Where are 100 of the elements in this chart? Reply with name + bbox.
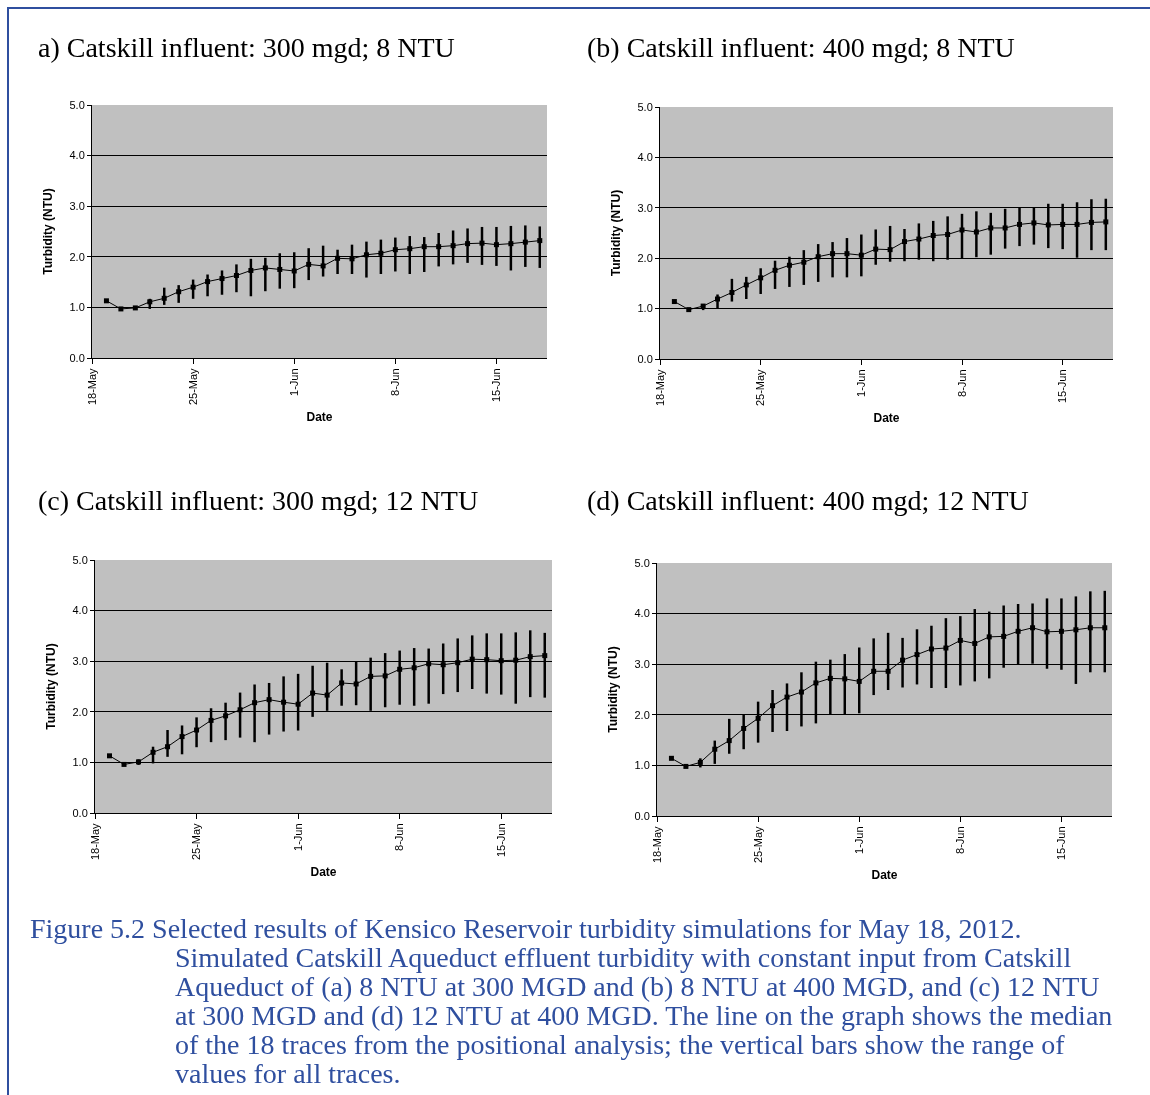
chart-title: (d) Catskill influent: 400 mgd; 12 NTU bbox=[587, 485, 1029, 517]
point bbox=[335, 255, 341, 261]
point bbox=[219, 276, 225, 282]
point bbox=[813, 680, 819, 686]
point bbox=[928, 646, 934, 652]
x-tick-label: 1-Jun bbox=[854, 369, 867, 397]
point bbox=[498, 658, 504, 664]
x-tick-label: 25-May bbox=[754, 368, 767, 407]
point bbox=[349, 256, 355, 262]
chart-title: (b) Catskill influent: 400 mgd; 8 NTU bbox=[587, 32, 1015, 64]
y-tick-label: 0.0 bbox=[637, 352, 653, 365]
y-tick-label: 2.0 bbox=[637, 252, 653, 265]
y-tick-label: 1.0 bbox=[634, 759, 650, 772]
point bbox=[945, 232, 951, 238]
point bbox=[382, 673, 388, 679]
x-tick-label: 8-Jun bbox=[955, 369, 968, 397]
point bbox=[973, 229, 979, 235]
x-tick-label: 15-Jun bbox=[490, 368, 503, 403]
chart-title: (c) Catskill influent: 300 mgd; 12 NTU bbox=[38, 485, 479, 517]
x-tick-label: 25-May bbox=[190, 822, 203, 861]
point bbox=[784, 694, 790, 700]
y-tick-label: 1.0 bbox=[69, 301, 85, 314]
point bbox=[469, 656, 475, 662]
x-axis-title: Date bbox=[310, 864, 337, 879]
x-tick-label: 18-May bbox=[85, 367, 98, 406]
point bbox=[1087, 625, 1093, 631]
point bbox=[1031, 220, 1037, 226]
y-tick-label: 4.0 bbox=[72, 604, 88, 617]
point bbox=[479, 240, 485, 246]
point bbox=[248, 267, 254, 273]
point bbox=[522, 239, 528, 245]
point bbox=[1088, 219, 1094, 225]
point bbox=[916, 236, 922, 242]
point bbox=[726, 738, 732, 744]
point bbox=[161, 295, 167, 301]
point bbox=[465, 241, 471, 247]
point bbox=[291, 268, 297, 274]
point bbox=[871, 668, 877, 674]
point bbox=[179, 734, 185, 740]
x-tick-label: 15-Jun bbox=[1056, 369, 1069, 404]
point bbox=[397, 666, 403, 672]
y-tick-label: 5.0 bbox=[634, 556, 650, 569]
point bbox=[887, 247, 893, 253]
point bbox=[930, 233, 936, 239]
caption: Figure 5.2 Selected results of Kensico Reservoir turbidity simulations for May 18, 2012. Simulated Catskill Aqueduct effluent turbidity with constant input from Catskill Aqueduct of (a) 8 NTU at 300 MGD and (b) 8 NTU at 400 MGD, and (c) 12 NTU at 300 MGD and (d) 12 NTU at 400 MGD. The line on the graph shows the median of the 18 traces from the positional analysis; the vertical bars show the range of values for all traces. bbox=[30, 913, 1114, 1089]
x-axis-title: Date bbox=[873, 410, 900, 425]
point bbox=[411, 665, 417, 671]
point bbox=[1058, 628, 1064, 634]
point bbox=[223, 713, 229, 719]
point bbox=[729, 289, 735, 295]
y-tick-label: 0.0 bbox=[72, 806, 88, 819]
point bbox=[392, 247, 398, 253]
y-tick-label: 4.0 bbox=[634, 607, 650, 620]
x-tick-label: 8-Jun bbox=[393, 823, 406, 851]
x-tick-label: 15-Jun bbox=[494, 823, 507, 858]
y-axis-title: Turbidity (NTU) bbox=[605, 646, 620, 733]
y-tick-label: 0.0 bbox=[634, 809, 650, 822]
point bbox=[277, 266, 283, 272]
point bbox=[306, 261, 312, 267]
point bbox=[237, 707, 243, 713]
point bbox=[339, 680, 345, 686]
point bbox=[1002, 225, 1008, 231]
point bbox=[959, 227, 965, 233]
point bbox=[368, 673, 374, 679]
point bbox=[407, 246, 413, 252]
point bbox=[988, 225, 994, 231]
x-tick-label: 18-May bbox=[650, 825, 663, 864]
point bbox=[1044, 629, 1050, 635]
y-axis-title: Turbidity (NTU) bbox=[40, 188, 55, 275]
point bbox=[147, 299, 153, 305]
y-tick-label: 3.0 bbox=[72, 655, 88, 668]
point bbox=[527, 654, 533, 660]
point bbox=[1073, 627, 1079, 633]
x-tick-label: 1-Jun bbox=[291, 823, 304, 851]
point bbox=[426, 661, 432, 667]
point bbox=[1045, 222, 1051, 228]
point bbox=[772, 267, 778, 273]
point bbox=[972, 640, 978, 646]
y-tick-label: 2.0 bbox=[69, 250, 85, 263]
x-tick-label: 18-May bbox=[88, 822, 101, 861]
point bbox=[842, 676, 848, 682]
point bbox=[798, 689, 804, 695]
y-tick-label: 2.0 bbox=[634, 708, 650, 721]
y-tick-label: 1.0 bbox=[72, 756, 88, 769]
point bbox=[885, 668, 891, 674]
point bbox=[1103, 219, 1109, 225]
y-tick-label: 3.0 bbox=[69, 200, 85, 213]
point bbox=[493, 242, 499, 248]
point bbox=[943, 645, 949, 651]
point bbox=[450, 243, 456, 249]
point bbox=[900, 657, 906, 663]
point bbox=[176, 289, 182, 295]
point bbox=[310, 690, 316, 696]
point bbox=[205, 279, 211, 285]
point bbox=[436, 244, 442, 250]
point bbox=[1102, 625, 1108, 631]
point bbox=[715, 296, 721, 302]
point bbox=[455, 660, 461, 666]
point bbox=[957, 637, 963, 643]
x-tick-label: 25-May bbox=[186, 367, 199, 406]
